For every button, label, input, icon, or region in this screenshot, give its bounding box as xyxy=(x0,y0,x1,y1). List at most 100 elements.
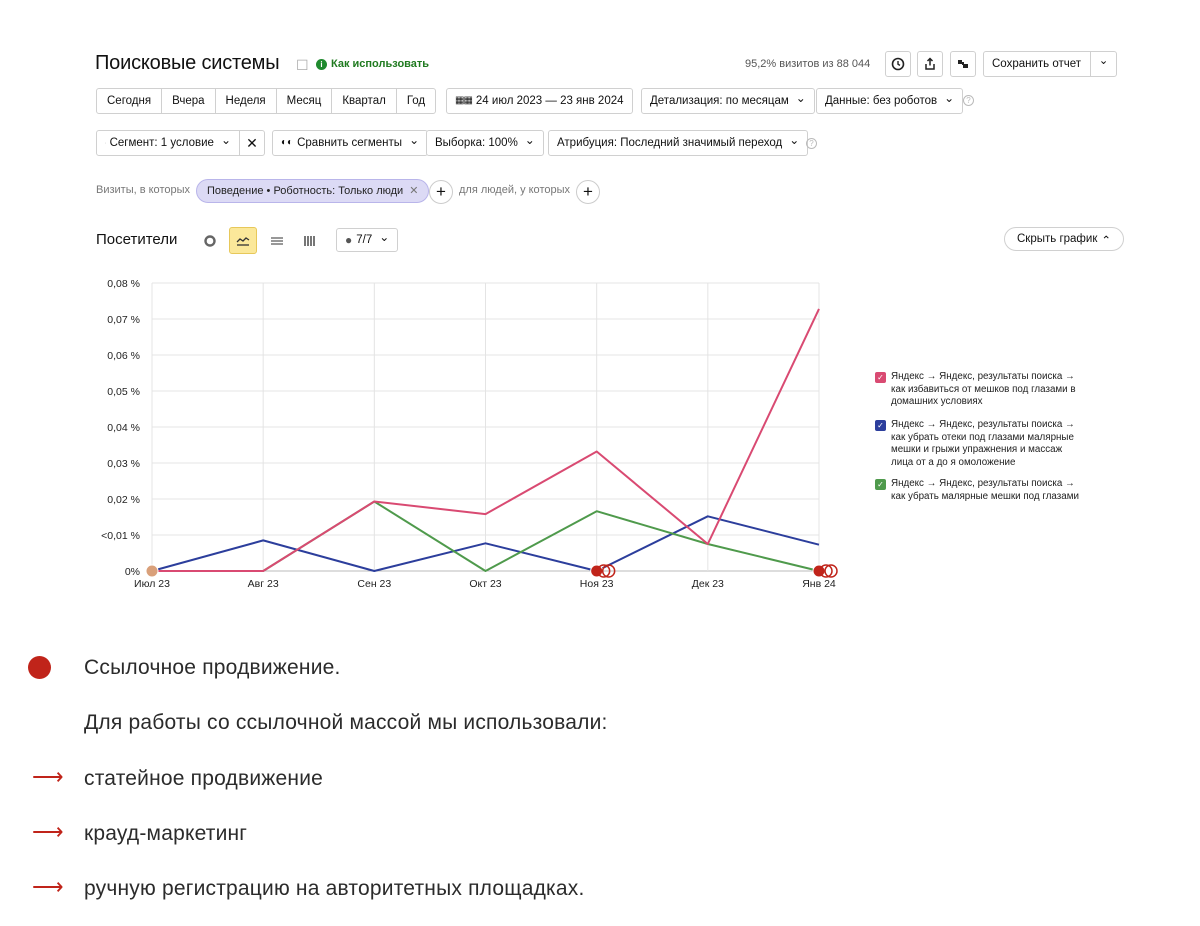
legend-line: мешки и грыжи упражнения и массаж xyxy=(891,444,1063,455)
bookmark-icon[interactable]: ☐ xyxy=(296,57,309,73)
howto-link[interactable]: i Как использовать xyxy=(316,58,429,70)
y-tick-label: 0,04 % xyxy=(107,422,140,434)
period-month[interactable]: Месяц xyxy=(277,89,333,113)
legend-item-2[interactable]: ✓ Яндекс → Яндекс, результаты поиска → к… xyxy=(875,419,1115,469)
calendar-icon: ▦▦ xyxy=(455,95,473,106)
legend-text: Яндекс → Яндекс, результаты поиска → как… xyxy=(891,419,1075,469)
compare-label: Сравнить сегменты xyxy=(297,137,403,149)
legend-line: Яндекс → Яндекс, результаты поиска → xyxy=(891,371,1075,382)
save-options-dropdown[interactable]: ⌄ xyxy=(1090,51,1117,77)
clock-icon xyxy=(891,57,905,71)
date-range-label: 24 июл 2023 — 23 янв 2024 xyxy=(475,95,624,107)
event-marker-icon xyxy=(812,564,826,578)
filter-chip-label: Поведение • Роботность: Только люди xyxy=(207,185,404,197)
segment-dropdown[interactable]: Сегмент: 1 условие xyxy=(96,130,240,156)
series-count-label: 7/7 xyxy=(356,234,373,246)
export-button[interactable] xyxy=(917,51,943,77)
pie-view-icon[interactable] xyxy=(196,227,224,254)
legend-text: Яндекс → Яндекс, результаты поиска → как… xyxy=(891,478,1079,503)
y-tick-label: 0,05 % xyxy=(107,386,140,398)
series-count-dropdown[interactable]: ● 7/7 xyxy=(336,228,399,252)
period-week[interactable]: Неделя xyxy=(216,89,277,113)
legend-line: как убрать малярные мешки под глазами xyxy=(891,490,1079,502)
legend-item-3[interactable]: ✓ Яндекс → Яндекс, результаты поиска → к… xyxy=(875,478,1115,503)
chat-bubble-icon: ● xyxy=(345,233,353,247)
people-filter-label: для людей, у которых xyxy=(459,184,570,196)
event-marker-icon xyxy=(824,564,838,578)
legend-line: как избавиться от мешков под глазами в xyxy=(891,383,1076,395)
period-quarter[interactable]: Квартал xyxy=(332,89,397,113)
compare-icon: ◐◐ xyxy=(281,137,294,148)
y-tick-label: 0,08 % xyxy=(107,278,140,290)
legend-line: домашних условиях xyxy=(891,396,983,407)
info-icon: i xyxy=(316,58,327,70)
detail-label: Детализация: по месяцам xyxy=(650,95,789,107)
attribution-dropdown[interactable]: Атрибуция: Последний значимый переход xyxy=(548,130,809,156)
detail-dropdown[interactable]: Детализация: по месяцам xyxy=(641,88,815,114)
series-line-2 xyxy=(151,515,820,572)
add-people-filter-button[interactable]: + xyxy=(576,180,600,204)
event-marker-icon xyxy=(590,564,604,578)
series-line-1 xyxy=(152,308,820,572)
date-range-button[interactable]: ▦▦ 24 июл 2023 — 23 янв 2024 xyxy=(446,88,633,114)
arrow-right-icon: ⟶ xyxy=(32,874,64,899)
x-tick-label: Янв 24 xyxy=(802,578,836,590)
y-tick-label: 0,03 % xyxy=(107,458,140,470)
close-icon[interactable]: ✕ xyxy=(409,185,419,197)
line-view-icon[interactable] xyxy=(229,227,257,254)
add-filter-button[interactable]: + xyxy=(429,180,453,204)
howto-label: Как использовать xyxy=(331,58,430,70)
legend-line: Яндекс → Яндекс, результаты поиска → xyxy=(891,419,1075,430)
segment-label: Сегмент: 1 условие xyxy=(109,137,214,149)
chevron-down-icon: ⌄ xyxy=(1098,55,1109,67)
y-tick-label: 0,06 % xyxy=(107,350,140,362)
chevron-up-icon: ⌃ xyxy=(1101,235,1111,247)
event-marker-icon xyxy=(819,564,833,578)
help-icon[interactable]: ? xyxy=(963,95,974,106)
checkbox-icon[interactable]: ✓ xyxy=(875,372,886,383)
checkbox-icon[interactable]: ✓ xyxy=(875,479,886,490)
visits-share-text: 95,2% визитов из 88 044 xyxy=(745,58,871,70)
legend-item-1[interactable]: ✓ Яндекс → Яндекс, результаты поиска → к… xyxy=(875,371,1115,409)
bullet-dot-icon xyxy=(28,656,51,679)
legend-line: как убрать отеки под глазами малярные xyxy=(891,431,1074,443)
help-icon[interactable]: ? xyxy=(806,138,817,149)
history-clock-button[interactable] xyxy=(885,51,911,77)
sample-label: Выборка: 100% xyxy=(435,137,518,149)
y-tick-label: 0,07 % xyxy=(107,314,140,326)
period-year[interactable]: Год xyxy=(406,95,426,107)
arrow-right-icon: ⟶ xyxy=(32,764,64,789)
x-tick-label: Дек 23 xyxy=(692,578,724,590)
segment-clear-button[interactable]: ✕ xyxy=(239,130,265,156)
hide-chart-button[interactable]: Скрыть график ⌃ xyxy=(1004,227,1124,251)
list-item: ручную регистрацию на авторитетных площа… xyxy=(84,877,585,900)
share-icon xyxy=(925,57,935,70)
data-mode-dropdown[interactable]: Данные: без роботов xyxy=(816,88,964,114)
y-tick-label: 0% xyxy=(125,566,140,578)
x-tick-label: Ноя 23 xyxy=(580,578,614,590)
list-item: крауд-маркетинг xyxy=(84,822,248,845)
x-tick-label: Авг 23 xyxy=(248,578,279,590)
y-tick-label: <0,01 % xyxy=(101,530,140,542)
x-tick-label: Сен 23 xyxy=(357,578,391,590)
line-chart: 0% <0,01 % 0,02 % 0,03 % 0,04 % 0,05 % 0,06 % 0… xyxy=(101,278,838,590)
save-report-button[interactable]: Сохранить отчет xyxy=(983,51,1091,77)
bar-view-icon[interactable] xyxy=(296,227,324,254)
period-selector: Сегодня Вчера Неделя Месяц Квартал Год xyxy=(96,88,437,114)
article-heading: Ссылочное продвижение. xyxy=(84,656,341,679)
sample-dropdown[interactable]: Выборка: 100% xyxy=(426,130,544,156)
period-yesterday[interactable]: Вчера xyxy=(162,89,216,113)
api-button[interactable] xyxy=(950,51,976,77)
close-icon: ✕ xyxy=(246,135,258,151)
hide-chart-label: Скрыть график xyxy=(1017,233,1098,245)
period-today[interactable]: Сегодня xyxy=(97,89,163,113)
chart-title: Посетители xyxy=(96,231,178,248)
puzzle-icon xyxy=(958,60,968,68)
area-view-icon[interactable] xyxy=(263,227,291,254)
article-intro: Для работы со ссылочной массой мы исполь… xyxy=(84,711,608,734)
checkbox-icon[interactable]: ✓ xyxy=(875,420,886,431)
compare-segments-dropdown[interactable]: ◐◐ Сравнить сегменты xyxy=(272,130,429,156)
filter-chip[interactable]: Поведение • Роботность: Только люди ✕ xyxy=(196,179,430,203)
event-marker-icon xyxy=(596,564,611,578)
x-tick-label: Июл 23 xyxy=(134,578,170,590)
